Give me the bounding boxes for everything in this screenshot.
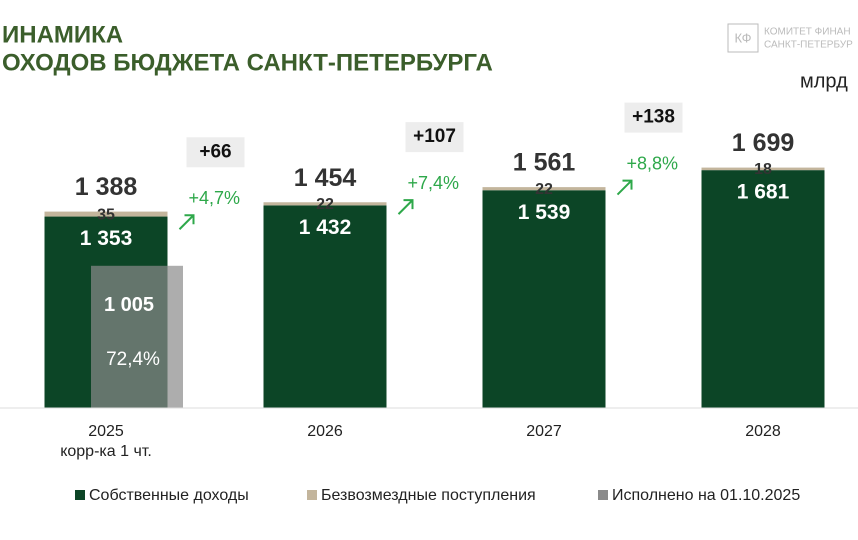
change-arrow [178, 214, 195, 230]
change-pct: +7,4% [408, 173, 460, 193]
value-label: 35 [97, 206, 115, 223]
value-label: 1 539 [518, 201, 571, 224]
change-box [186, 137, 245, 168]
change-pct: +4,7% [189, 188, 241, 208]
change-label: +107 [413, 126, 456, 147]
change-pct: +8,8% [627, 153, 679, 173]
change-label: +66 [199, 141, 231, 162]
title-line: ОХОДОВ БЮДЖЕТА САНКТ-ПЕТЕРБУРГА [2, 49, 493, 76]
logo-text: САНКТ-ПЕТЕРБУР [764, 40, 853, 51]
x-tick-label: 2027 [526, 423, 562, 440]
legend-label: Исполнено на 01.10.2025 [612, 487, 800, 504]
change-box [624, 102, 683, 133]
value-label: 1 005 [104, 294, 154, 316]
change-arrow [397, 199, 414, 215]
share-label: 72,4% [106, 349, 160, 370]
logo-frame [727, 23, 759, 53]
value-label: 22 [316, 196, 334, 213]
value-label: 1 353 [80, 227, 133, 250]
x-tick-sublabel: корр-ка 1 чт. [60, 443, 152, 460]
total-label: 1 561 [513, 149, 576, 177]
bar-segment [482, 190, 606, 408]
legend-swatch [75, 490, 85, 500]
x-tick-label: 2028 [745, 423, 781, 440]
change-arrow [616, 179, 633, 196]
x-tick-label: 2026 [307, 423, 343, 440]
total-label: 1 699 [732, 129, 795, 157]
change-label: +138 [632, 107, 675, 128]
legend-label: Собственные доходы [89, 487, 249, 504]
change-box [405, 122, 464, 153]
legend-swatch [598, 490, 608, 500]
value-label: 22 [535, 181, 553, 198]
title-line: ИНАМИКА [2, 21, 123, 48]
value-label: 18 [754, 161, 772, 178]
bar-segment [701, 167, 825, 171]
bar-executed [91, 265, 183, 408]
unit-label: млрд [800, 70, 848, 92]
bar-segment [701, 170, 825, 408]
legend-swatch [307, 490, 317, 500]
bar-segment [482, 187, 606, 191]
bar-segment [263, 202, 387, 206]
logo-mark: КФ [734, 30, 751, 45]
logo-text: КОМИТЕТ ФИНАН [764, 27, 851, 38]
total-label: 1 454 [294, 164, 357, 192]
bar-segment [263, 205, 387, 408]
total-label: 1 388 [75, 173, 138, 201]
value-label: 1 432 [299, 216, 352, 239]
legend-label: Безвозмездные поступления [321, 487, 536, 504]
x-tick-label: 2025 [88, 423, 124, 440]
bar-segment [44, 211, 168, 217]
value-label: 1 681 [737, 181, 790, 204]
